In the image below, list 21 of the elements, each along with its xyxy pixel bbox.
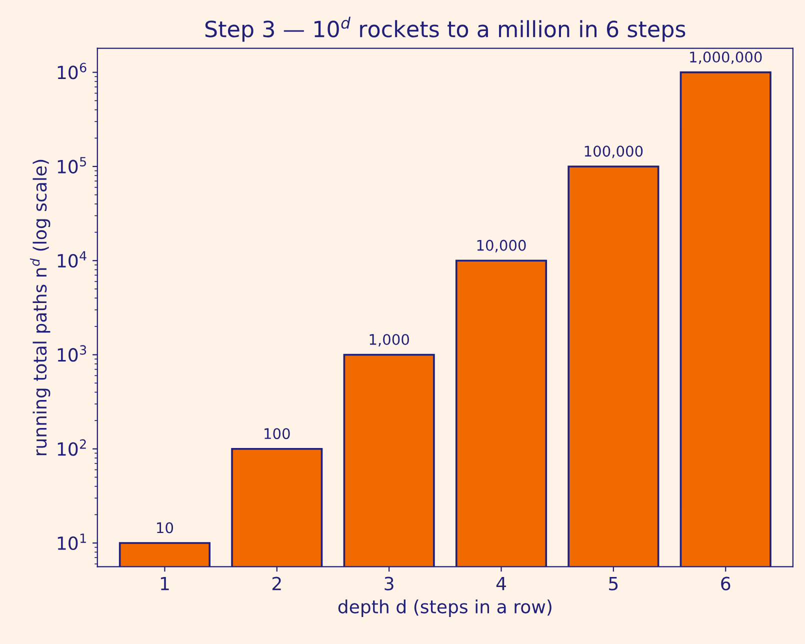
- x-tick-label: 5: [609, 577, 618, 590]
- x-tick-label: 3: [384, 576, 394, 590]
- data-label: 10,000: [477, 240, 526, 252]
- y-tick-label: 10$^{4}$: [58, 251, 86, 268]
- y-tick-label: 10$^{5}$: [58, 157, 86, 174]
- y-tick-label: 10$^{2}$: [58, 439, 86, 456]
- data-label: 1,000,000: [690, 52, 762, 64]
- y-tick-label: 10$^{1}$: [58, 534, 86, 550]
- y-axis-title: running total paths n$^{d}$ (log scale): [30, 160, 50, 456]
- chart-title: Step 3 — 10$^{d}$ rockets to a million in 6 steps: [205, 16, 686, 42]
- y-tick-label: 10$^{3}$: [58, 345, 86, 362]
- data-label: 100,000: [584, 146, 643, 158]
- data-label: 100: [264, 428, 290, 440]
- data-label: 10: [157, 522, 174, 534]
- x-axis-title: depth d (steps in a row): [338, 599, 552, 617]
- data-label: 1,000: [370, 334, 409, 346]
- x-tick-label: 2: [272, 576, 281, 590]
- x-tick-label: 6: [721, 576, 730, 590]
- x-tick-label: 1: [160, 577, 169, 590]
- x-tick-label: 4: [496, 577, 506, 590]
- y-tick-label: 10$^{6}$: [58, 62, 86, 80]
